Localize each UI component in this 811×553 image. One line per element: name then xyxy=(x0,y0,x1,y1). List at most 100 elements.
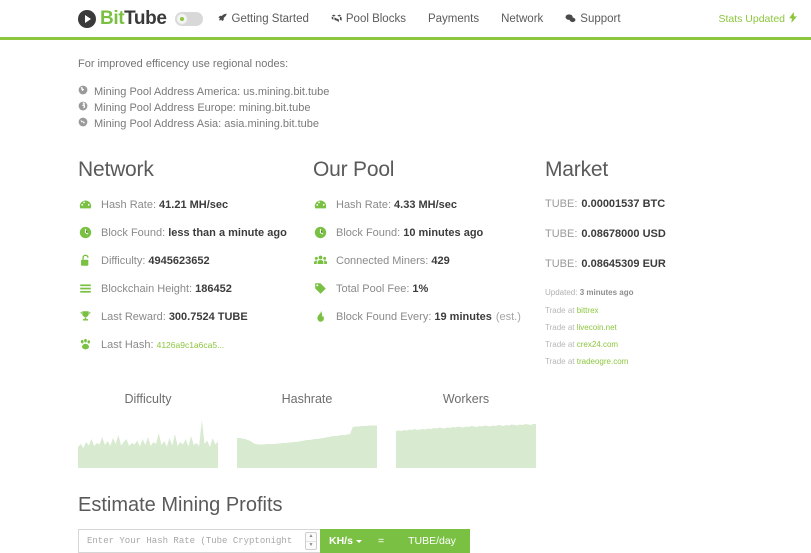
stat-label: Hash Rate: xyxy=(336,198,392,211)
stat-sub: (est.) xyxy=(495,310,521,323)
hash-unit-select[interactable]: KH/s xyxy=(320,535,362,547)
sparkline-charts: Difficulty Hashrate Workers xyxy=(0,392,811,468)
play-circle-icon xyxy=(78,9,96,28)
nav-label: Support xyxy=(580,12,621,25)
nav-item-support[interactable]: Support xyxy=(565,12,621,25)
market-price-eur: TUBE: 0.08645309 EUR xyxy=(545,258,725,270)
hash-unit-label: KH/s xyxy=(329,535,353,547)
market-value: 0.08678000 USD xyxy=(581,228,666,240)
nav-item-network[interactable]: Network xyxy=(501,13,543,25)
cubes-icon xyxy=(331,13,342,24)
hash-rate-input[interactable] xyxy=(79,530,305,552)
nav-item-payments[interactable]: Payments xyxy=(428,13,479,25)
stat-label: Blockchain Height: xyxy=(101,282,193,295)
hash-rate-stepper[interactable]: ▲ ▼ xyxy=(305,532,317,550)
stat-value: 41.21 MH/sec xyxy=(159,198,229,211)
stat-label: Hash Rate: xyxy=(101,198,157,211)
fire-icon xyxy=(313,310,328,323)
node-row-europe: Mining Pool Address Europe: mining.bit.t… xyxy=(78,101,811,116)
market-updated-value: 3 minutes ago xyxy=(579,288,634,297)
pool-column: Our Pool Hash Rate: 4.33 MH/sec Block Fou… xyxy=(313,158,545,374)
stat-label: Last Reward: xyxy=(101,310,166,323)
tachometer-icon xyxy=(313,198,328,211)
trade-link-crex24[interactable]: crex24.com xyxy=(576,340,619,349)
pool-row-block-found-every: Block Found Every: 19 minutes (est.) xyxy=(313,310,545,323)
market-updated-label: Updated: xyxy=(545,288,578,297)
trade-prefix: Trade at xyxy=(545,357,575,366)
tag-icon xyxy=(313,282,328,295)
stats-updated-label: Stats Updated xyxy=(718,12,785,25)
pool-title: Our Pool xyxy=(313,158,395,181)
stat-label: Block Found: xyxy=(336,226,401,239)
nav-item-pool-blocks[interactable]: Pool Blocks xyxy=(331,13,406,25)
market-label: TUBE: xyxy=(545,228,578,240)
globe-americas-icon xyxy=(78,85,88,100)
estimate-result-bar: KH/s = TUBE/day xyxy=(320,529,470,553)
stat-value: less than a minute ago xyxy=(168,226,287,239)
node-row-america: Mining Pool Address America: us.mining.b… xyxy=(78,85,811,100)
stats-updated-indicator[interactable]: Stats Updated xyxy=(718,11,797,26)
trade-link-row-bittrex: Trade at bittrex xyxy=(545,306,725,315)
chart-hashrate-svg xyxy=(237,425,377,468)
stat-label: Last Hash: xyxy=(101,338,154,351)
node-text: Mining Pool Address America: us.mining.b… xyxy=(94,86,330,98)
node-text: Mining Pool Address Europe: mining.bit.t… xyxy=(94,102,311,114)
trade-link-bittrex[interactable]: bittrex xyxy=(576,306,599,315)
notice-list: Mining Pool Address America: us.mining.b… xyxy=(78,85,811,132)
stat-value: 1% xyxy=(412,282,429,295)
stat-value-hash-link[interactable]: 4126a9c1a6ca5... xyxy=(156,339,225,350)
market-value: 0.08645309 EUR xyxy=(581,258,666,270)
network-row-blockchain-height: Blockchain Height: 186452 xyxy=(78,282,313,295)
estimate-input-wrap: ▲ ▼ xyxy=(78,529,320,553)
nav-label: Network xyxy=(501,12,544,25)
trade-link-row-livecoin: Trade at livecoin.net xyxy=(545,323,725,332)
nav-item-getting-started[interactable]: Getting Started xyxy=(217,13,309,25)
toggle-knob xyxy=(175,12,188,25)
stat-label: Connected Miners: xyxy=(336,254,429,267)
chart-title: Hashrate xyxy=(281,392,333,406)
stat-value: 429 xyxy=(431,254,450,267)
main-nav: Getting Started Pool Blocks Payments Net… xyxy=(217,13,643,25)
globe-europe-icon xyxy=(78,101,88,116)
network-row-last-hash: Last Hash: 4126a9c1a6ca5... xyxy=(78,338,313,351)
site-header: BitTube Getting Started Pool Blocks Paym… xyxy=(0,0,811,40)
chart-title: Workers xyxy=(442,392,490,406)
market-price-btc: TUBE: 0.00001537 BTC xyxy=(545,198,725,210)
network-column: Network Hash Rate: 41.21 MH/sec Block Fou… xyxy=(78,158,313,374)
equals-sign: = xyxy=(377,535,385,547)
stat-label: Total Pool Fee: xyxy=(336,282,410,295)
result-unit-label: TUBE/day xyxy=(408,535,456,547)
pool-row-block-found: Block Found: 10 minutes ago xyxy=(313,226,545,239)
stepper-up-icon[interactable]: ▲ xyxy=(306,533,316,542)
stat-value: 300.7524 TUBE xyxy=(168,310,248,323)
stats-columns: Network Hash Rate: 41.21 MH/sec Block Fou… xyxy=(0,158,811,374)
bolt-icon xyxy=(789,11,797,26)
network-row-difficulty: Difficulty: 4945623652 xyxy=(78,254,313,267)
clock-icon xyxy=(313,226,328,239)
chart-difficulty-svg xyxy=(78,420,218,468)
comments-icon xyxy=(565,13,576,24)
stat-label: Difficulty: xyxy=(101,254,146,267)
trade-link-tradeogre[interactable]: tradeogre.com xyxy=(576,357,629,366)
notice-title: For improved efficency use regional node… xyxy=(78,58,289,70)
network-row-last-reward: Last Reward: 300.7524 TUBE xyxy=(78,310,313,323)
stepper-down-icon[interactable]: ▼ xyxy=(308,541,314,548)
market-label: TUBE: xyxy=(545,198,578,210)
chart-workers: Workers xyxy=(396,392,536,468)
clock-icon xyxy=(78,226,93,239)
logo[interactable]: BitTube xyxy=(78,8,167,30)
stat-value: 19 minutes xyxy=(434,310,492,323)
stat-label: Block Found Every: xyxy=(336,310,432,323)
network-row-block-found: Block Found: less than a minute ago xyxy=(78,226,313,239)
trade-link-row-tradeogre: Trade at tradeogre.com xyxy=(545,357,725,366)
trade-link-livecoin[interactable]: livecoin.net xyxy=(576,323,617,332)
logo-text-tube: Tube xyxy=(124,7,167,29)
nav-label: Getting Started xyxy=(231,12,309,25)
users-icon xyxy=(313,254,328,267)
pool-row-connected-miners: Connected Miners: 429 xyxy=(313,254,545,267)
logo-text-bit: Bit xyxy=(100,7,125,29)
pool-row-total-pool-fee: Total Pool Fee: 1% xyxy=(313,282,545,295)
theme-toggle[interactable] xyxy=(174,11,203,26)
chevron-down-icon xyxy=(355,539,362,543)
market-price-usd: TUBE: 0.08678000 USD xyxy=(545,228,725,240)
